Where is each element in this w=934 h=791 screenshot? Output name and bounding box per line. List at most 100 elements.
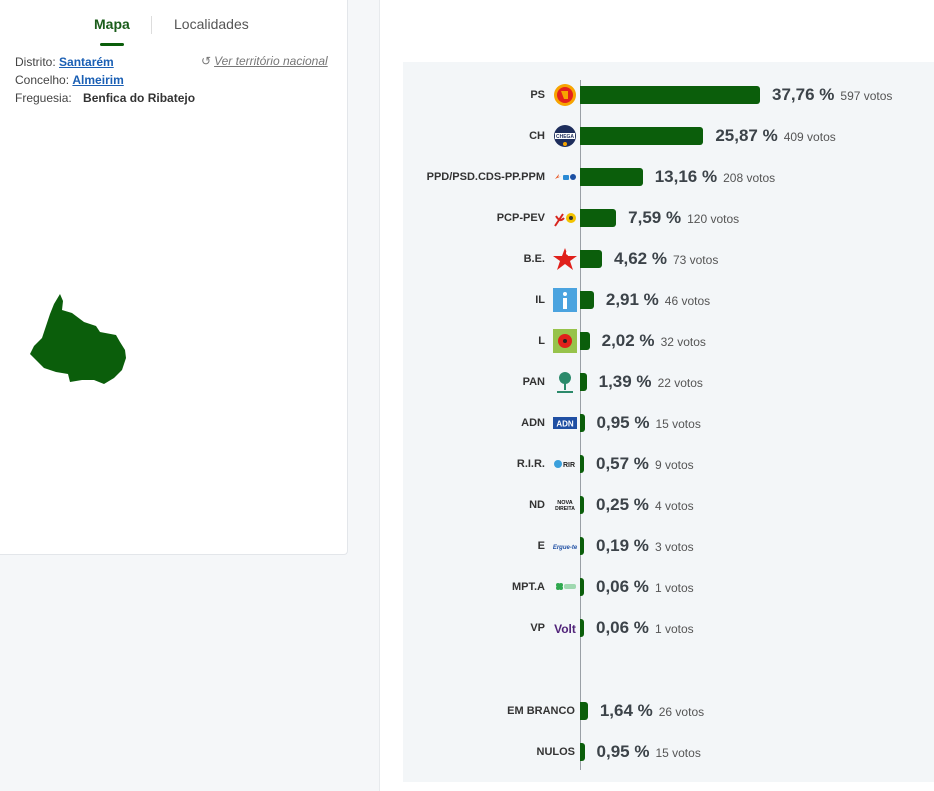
result-percentage: 1,39 % 22 votos	[599, 367, 703, 398]
result-row[interactable]: PPD/PSD.CDS-PP.PPM 13,16 % 208 votos	[403, 162, 934, 192]
result-row[interactable]: MPT.A 0,06 % 1 votos	[403, 572, 934, 602]
result-percentage: 13,16 % 208 votos	[655, 162, 775, 193]
result-percentage: 0,95 % 15 votos	[597, 737, 701, 768]
svg-text:Ergue-te: Ergue-te	[553, 545, 578, 551]
vote-count: 15 votos	[655, 417, 701, 431]
party-name: ND	[529, 499, 545, 511]
result-percentage: 25,87 % 409 votos	[715, 121, 835, 152]
be-logo-icon	[552, 247, 578, 271]
result-row[interactable]: NULOS 0,95 % 15 votos	[403, 737, 934, 767]
result-percentage: 0,25 % 4 votos	[596, 490, 694, 521]
party-name: PAN	[522, 376, 545, 388]
tab-locations[interactable]: Localidades	[174, 16, 249, 32]
result-bar	[580, 702, 588, 720]
refresh-icon: ↺	[201, 54, 212, 68]
party-name: E	[537, 540, 545, 552]
pan-logo-icon	[552, 370, 578, 394]
percentage-value: 1,64 %	[599, 701, 653, 720]
percentage-value: 2,91 %	[605, 290, 659, 309]
result-row[interactable]: IL 2,91 % 46 votos	[403, 285, 934, 315]
result-row[interactable]: PCP-PEV 7,59 % 120 votos	[403, 203, 934, 233]
svg-text:CHEGA: CHEGA	[556, 134, 574, 140]
result-row[interactable]: VP Volt 0,06 % 1 votos	[403, 613, 934, 643]
vote-count: 120 votos	[687, 212, 740, 226]
result-row[interactable]: CH CHEGA 25,87 % 409 votos	[403, 121, 934, 151]
results-chart	[403, 62, 934, 782]
result-bar	[580, 578, 584, 596]
svg-text:DIREITA: DIREITA	[555, 506, 575, 512]
result-row[interactable]: PS 37,76 % 597 votos	[403, 80, 934, 110]
party-name: VP	[530, 622, 545, 634]
party-name: ADN	[521, 417, 545, 429]
svg-text:RIR: RIR	[563, 462, 575, 469]
result-row[interactable]: R.I.R. RIR 0,57 % 9 votos	[403, 449, 934, 479]
svg-text:Volt: Volt	[554, 622, 576, 636]
il-logo-icon	[552, 288, 578, 312]
party-name: CH	[529, 130, 545, 142]
percentage-value: 2,02 %	[601, 331, 655, 350]
result-percentage: 0,06 % 1 votos	[596, 613, 694, 644]
result-percentage: 1,64 % 26 votos	[600, 696, 704, 727]
percentage-value: 13,16 %	[654, 167, 718, 186]
national-territory-link[interactable]: ↺ Ver território nacional	[201, 54, 328, 68]
result-bar	[580, 414, 585, 432]
cdu-logo-icon	[552, 206, 578, 230]
percentage-value: 0,95 %	[596, 413, 650, 432]
ps-logo-icon	[552, 83, 578, 107]
vote-count: 409 votos	[783, 130, 836, 144]
result-percentage: 0,95 % 15 votos	[597, 408, 701, 439]
percentage-value: 4,62 %	[614, 249, 667, 268]
parish-name: Benfica do Ribatejo	[83, 91, 196, 105]
result-row[interactable]: L 2,02 % 32 votos	[403, 326, 934, 356]
percentage-value: 7,59 %	[628, 208, 682, 227]
party-name: MPT.A	[512, 581, 545, 593]
percentage-value: 0,19 %	[596, 536, 649, 555]
vote-count: 1 votos	[654, 581, 694, 595]
vote-count: 22 votos	[657, 376, 703, 390]
party-name: R.I.R.	[516, 458, 545, 470]
result-percentage: 0,06 % 1 votos	[596, 572, 694, 603]
vote-count: 32 votos	[660, 335, 706, 349]
result-percentage: 0,19 % 3 votos	[596, 531, 694, 562]
vote-count: 1 votos	[654, 622, 694, 636]
parish-map-shape[interactable]	[26, 292, 130, 386]
result-row[interactable]: PAN 1,39 % 22 votos	[403, 367, 934, 397]
location-panel: Mapa Localidades Distrito: Santarém Conc…	[0, 0, 348, 555]
party-name: PS	[530, 89, 545, 101]
livre-logo-icon	[552, 329, 578, 353]
percentage-value: 0,06 %	[596, 577, 649, 596]
percentage-value: 0,95 %	[596, 742, 650, 761]
svg-text:NOVA: NOVA	[557, 500, 573, 506]
result-row[interactable]: ND NOVA DIREITA 0,25 % 4 votos	[403, 490, 934, 520]
percentage-value: 0,25 %	[596, 495, 649, 514]
council-line: Concelho: Almeirim	[15, 73, 124, 87]
result-row[interactable]: ADN ADN 0,95 % 15 votos	[403, 408, 934, 438]
result-bar	[580, 250, 603, 268]
vote-count: 3 votos	[654, 540, 694, 554]
ergue-te-logo-icon: Ergue-te	[552, 534, 578, 558]
percentage-value: 37,76 %	[772, 85, 835, 104]
vote-count: 597 votos	[840, 89, 893, 103]
percentage-value: 0,06 %	[596, 618, 649, 637]
result-percentage: 37,76 % 597 votos	[772, 80, 892, 111]
parish-line: Freguesia: Benfica do Ribatejo	[15, 91, 195, 105]
ch-logo-icon: CHEGA	[552, 124, 578, 148]
mpt-logo-icon	[552, 575, 578, 599]
rir-logo-icon: RIR	[552, 452, 578, 476]
district-link[interactable]: Santarém	[59, 55, 114, 69]
council-link[interactable]: Almeirim	[72, 73, 124, 87]
result-bar	[580, 537, 584, 555]
result-row[interactable]: E Ergue-te 0,19 % 3 votos	[403, 531, 934, 561]
result-bar	[580, 743, 585, 761]
percentage-value: 0,57 %	[596, 454, 649, 473]
result-row[interactable]: B.E. 4,62 % 73 votos	[403, 244, 934, 274]
parish-label: Freguesia:	[15, 91, 72, 105]
vote-count: 46 votos	[664, 294, 711, 308]
party-name: PPD/PSD.CDS-PP.PPM	[426, 171, 545, 183]
tab-map[interactable]: Mapa	[94, 16, 130, 46]
party-name: B.E.	[523, 253, 545, 265]
result-bar	[580, 291, 594, 309]
council-label: Concelho:	[15, 73, 70, 87]
party-name: PCP-PEV	[496, 212, 545, 224]
result-row[interactable]: EM BRANCO 1,64 % 26 votos	[403, 696, 934, 726]
